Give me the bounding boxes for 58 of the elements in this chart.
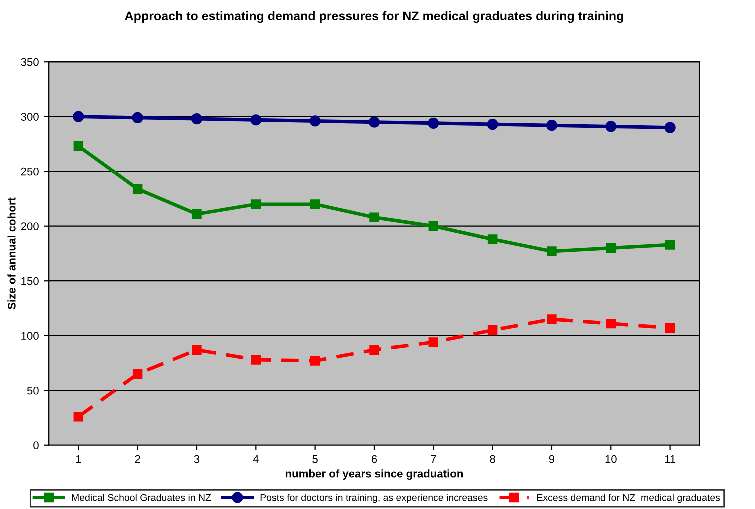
x-axis-title: number of years since graduation [286,470,464,480]
point [665,323,676,334]
x-tick-label: 11 [665,456,676,464]
point [606,121,617,132]
point [547,314,557,324]
y-tick-label: 50 [27,386,39,395]
chart-title: Approach to estimating demand pressures for NZ medical graduates during training [125,11,624,24]
point [310,200,320,210]
point [368,116,380,128]
x-tick-label: 7 [431,456,436,464]
point [132,184,143,194]
point [310,356,320,366]
point [192,345,202,355]
point [251,200,262,210]
point [73,111,84,122]
point [606,243,616,254]
x-tick-label: 1 [76,456,82,464]
x-tick-label: 3 [194,455,200,464]
point [132,369,143,380]
x-tick-label: 6 [372,455,378,464]
point [132,112,144,124]
y-axis-title: Size of annual cohort [8,198,16,310]
point [74,412,84,422]
y-tick-label: 150 [22,277,39,286]
point [546,120,558,132]
point [488,234,498,244]
point [251,355,262,365]
point [310,116,321,127]
y-tick-label: 100 [22,332,39,340]
point [428,338,439,348]
y-tick-label: 250 [21,168,39,176]
y-tick-label: 0 [34,442,39,450]
x-tick-label: 9 [549,455,555,464]
point [370,212,380,222]
point [487,118,498,130]
point [191,113,203,125]
point [428,222,439,232]
point [665,240,676,250]
x-tick-label: 8 [490,455,496,464]
legend-label: Posts for doctors in training, as experience increases [260,494,488,504]
y-tick-label: 350 [21,58,39,66]
y-tick-label: 300 [21,113,39,121]
y-tick-label: 200 [21,222,39,230]
legend-label: Excess demand for NZ medical graduates [538,494,720,504]
point [488,326,498,336]
x-tick-label: 10 [606,455,617,464]
x-tick-label: 4 [253,456,259,464]
legend-label: Medical School Graduates in NZ [72,494,212,502]
point [664,122,676,134]
x-tick-label: 2 [135,455,140,464]
point [192,209,202,220]
point [370,345,380,355]
point [428,118,440,129]
point [606,318,616,329]
x-tick-label: 5 [312,456,318,464]
point [74,142,84,152]
point [547,246,557,256]
point [250,114,262,126]
